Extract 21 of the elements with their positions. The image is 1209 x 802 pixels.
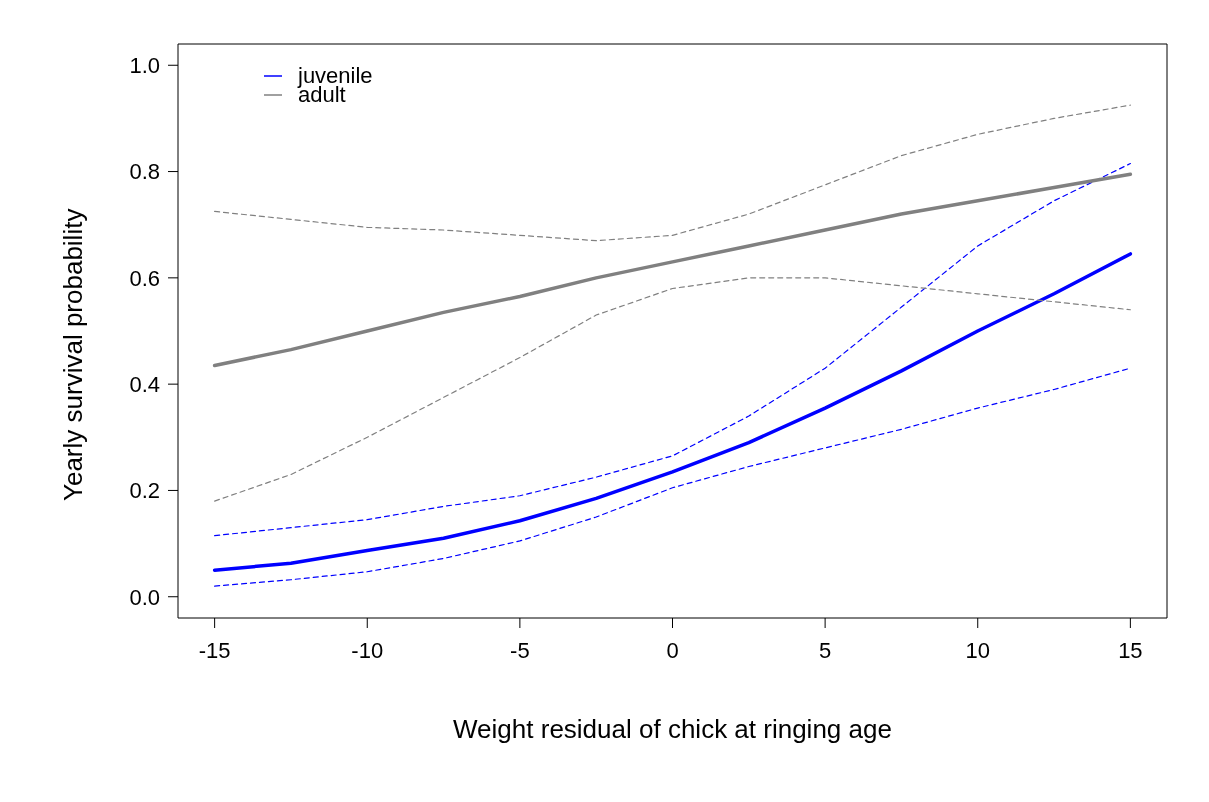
line-series bbox=[212, 252, 1133, 572]
line-series bbox=[214, 162, 1131, 537]
x-tick-label: -5 bbox=[510, 637, 530, 663]
x-axis-title: Weight residual of chick at ringing age bbox=[453, 714, 892, 744]
y-tick-label: 0.4 bbox=[129, 371, 160, 397]
x-tick-label: 0 bbox=[666, 637, 679, 663]
x-tick-label: -15 bbox=[198, 637, 231, 663]
line-series bbox=[214, 277, 1131, 502]
line-series bbox=[214, 367, 1131, 587]
x-tick-label: 10 bbox=[965, 637, 990, 663]
x-tick-label: 5 bbox=[819, 637, 832, 663]
x-tick-label: 15 bbox=[1118, 637, 1143, 663]
y-tick-label: 1.0 bbox=[129, 53, 160, 79]
x-tick-label: -10 bbox=[351, 637, 384, 663]
y-tick-label: 0.6 bbox=[129, 265, 160, 291]
y-axis-title: Yearly survival probability bbox=[58, 208, 89, 501]
line-series bbox=[214, 104, 1131, 242]
y-tick-label: 0.8 bbox=[129, 159, 160, 185]
y-tick-label: 0.0 bbox=[129, 584, 160, 610]
y-tick-label: 0.2 bbox=[129, 478, 160, 504]
line-series bbox=[212, 172, 1133, 368]
